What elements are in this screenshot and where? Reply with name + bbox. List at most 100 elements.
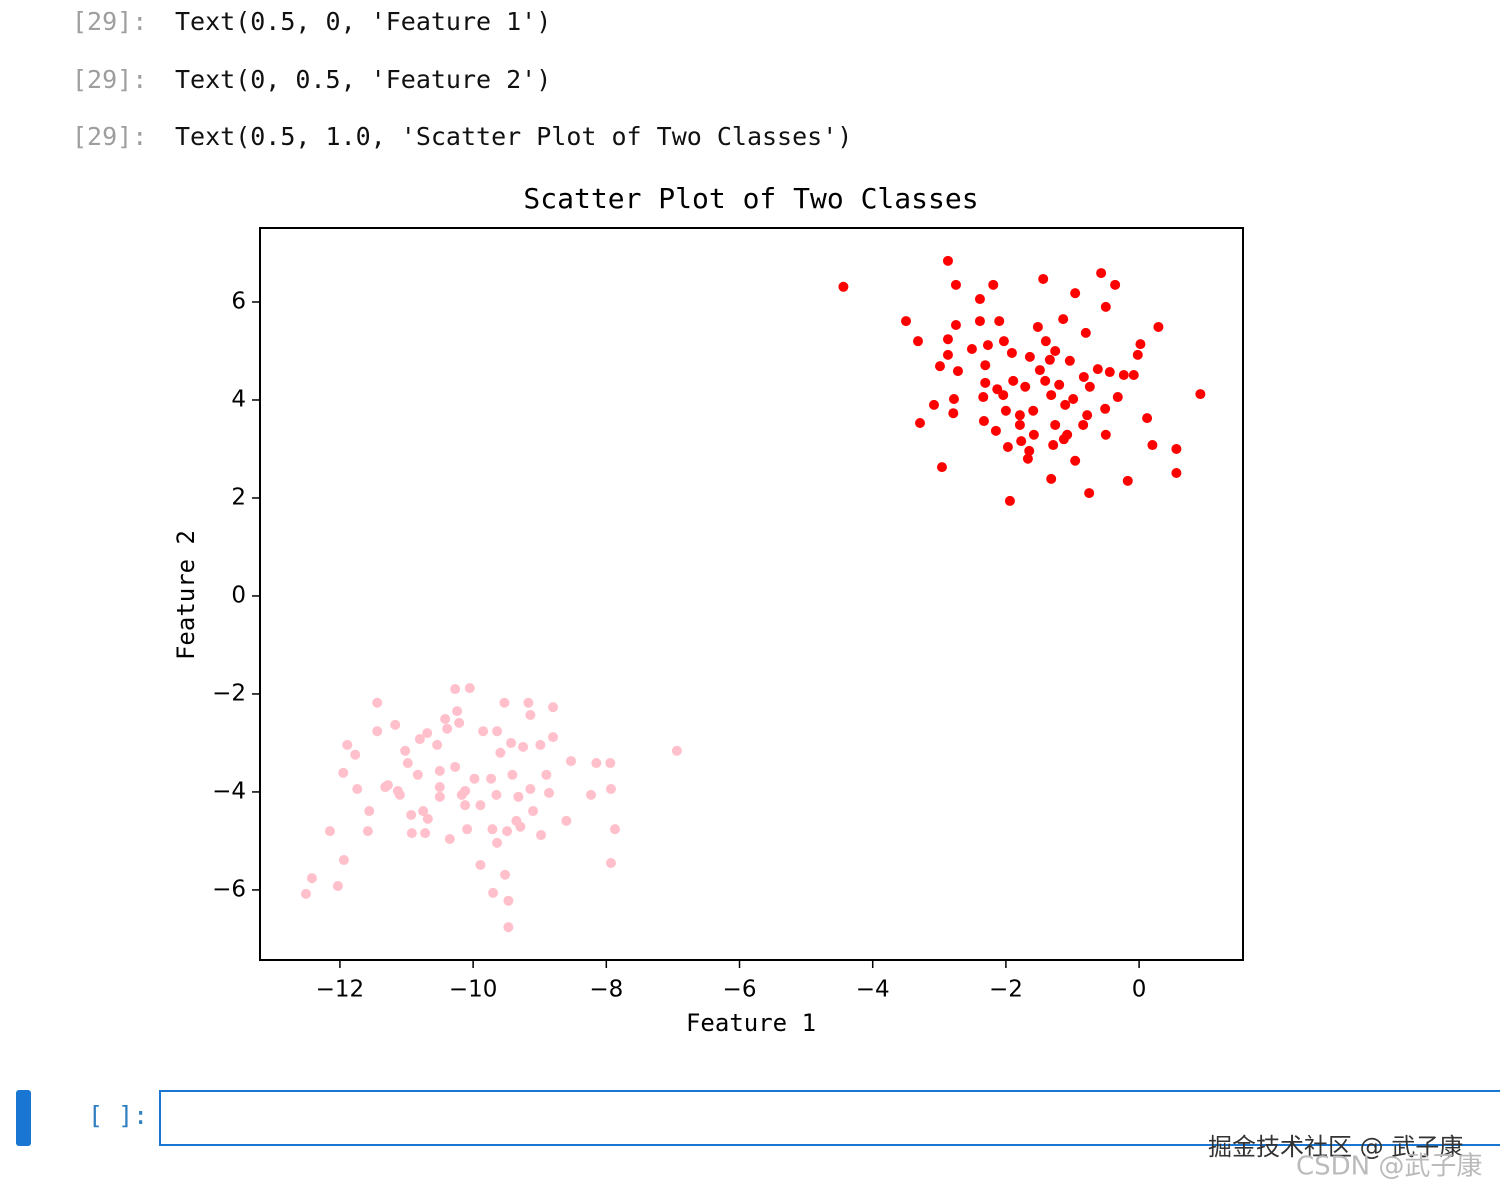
scatter-point xyxy=(469,773,480,784)
scatter-point xyxy=(338,855,349,866)
scatter-point xyxy=(1080,327,1091,338)
scatter-point xyxy=(434,765,445,776)
scatter-point xyxy=(1135,339,1146,350)
scatter-point xyxy=(1054,379,1065,390)
x-tick-label: −8 xyxy=(589,977,623,1003)
scatter-point xyxy=(541,769,552,780)
scatter-point xyxy=(974,316,985,327)
scatter-point xyxy=(352,784,363,795)
scatter-point xyxy=(1048,440,1059,451)
scatter-point xyxy=(492,726,503,737)
scatter-point xyxy=(500,869,511,880)
scatter-point xyxy=(1050,419,1061,430)
scatter-point xyxy=(503,922,514,933)
watermark: CSDN @武子康 xyxy=(1296,1152,1482,1182)
scatter-point xyxy=(948,393,959,404)
scatter-point xyxy=(515,821,526,832)
code-input[interactable] xyxy=(159,1090,1500,1146)
scatter-point xyxy=(980,360,991,371)
scatter-point xyxy=(332,881,343,892)
scatter-point xyxy=(452,706,463,717)
scatter-point xyxy=(1028,429,1039,440)
scatter-point xyxy=(1092,364,1103,375)
scatter-point xyxy=(1068,393,1079,404)
y-axis-label: Feature 2 xyxy=(172,530,200,660)
scatter-point xyxy=(934,361,945,372)
output-text: Text(0.5, 1.0, 'Scatter Plot of Two Clas… xyxy=(175,122,852,151)
scatter-point xyxy=(528,806,539,817)
scatter-point xyxy=(544,787,555,798)
scatter-point xyxy=(338,767,349,778)
scatter-point xyxy=(942,255,953,266)
scatter-point xyxy=(1064,355,1075,366)
y-tick-label: −6 xyxy=(212,876,246,902)
scatter-point xyxy=(1004,495,1015,506)
scatter-point xyxy=(1028,405,1039,416)
scatter-point xyxy=(950,320,961,331)
scatter-point xyxy=(942,334,953,345)
scatter-point xyxy=(1016,436,1027,447)
scatter-point xyxy=(1024,351,1035,362)
scatter-point xyxy=(518,741,529,752)
scatter-point xyxy=(1100,301,1111,312)
scatter-point xyxy=(978,416,989,427)
scatter-point xyxy=(1020,381,1031,392)
output-text: Text(0.5, 0, 'Feature 1') xyxy=(175,7,551,36)
scatter-point xyxy=(406,809,417,820)
scatter-point xyxy=(306,873,317,884)
scatter-point xyxy=(400,745,411,756)
scatter-point xyxy=(901,316,912,327)
scatter-point xyxy=(1008,375,1019,386)
scatter-point xyxy=(1046,473,1057,484)
scatter-point xyxy=(605,758,616,769)
scatter-point xyxy=(1038,273,1049,284)
scatter-point xyxy=(444,833,455,844)
scatter-point xyxy=(1195,389,1206,400)
scatter-point xyxy=(942,349,953,360)
scatter-point xyxy=(1084,381,1095,392)
scatter-point xyxy=(936,462,947,473)
scatter-point xyxy=(966,344,977,355)
x-axis-label: Feature 1 xyxy=(686,1009,816,1037)
x-tick-label: −10 xyxy=(449,977,498,1003)
scatter-point xyxy=(1110,279,1121,290)
scatter-point xyxy=(561,815,572,826)
scatter-point xyxy=(952,366,963,377)
y-tick-label: 0 xyxy=(231,582,246,608)
scatter-point xyxy=(605,784,616,795)
scatter-point xyxy=(1034,365,1045,376)
scatter-point xyxy=(495,747,506,758)
scatter-point xyxy=(300,888,311,899)
scatter-point xyxy=(503,895,514,906)
scatter-point xyxy=(1100,403,1111,414)
scatter-point xyxy=(1022,453,1033,464)
scatter-point xyxy=(1112,392,1123,403)
scatter-point xyxy=(585,789,596,800)
scatter-point xyxy=(420,828,431,839)
scatter-point xyxy=(382,780,393,791)
scatter-point xyxy=(1050,345,1061,356)
scatter-point xyxy=(350,749,361,760)
scatter-point xyxy=(523,697,534,708)
scatter-point xyxy=(450,684,461,695)
scatter-point xyxy=(1046,390,1057,401)
scatter-point xyxy=(492,837,503,848)
scatter-point xyxy=(475,800,486,811)
scatter-point xyxy=(1000,405,1011,416)
y-tick-label: 6 xyxy=(231,288,246,314)
input-prompt: [ ]: xyxy=(88,1101,148,1130)
scatter-point xyxy=(1044,354,1055,365)
scatter-point xyxy=(609,824,620,835)
scatter-point xyxy=(950,279,961,290)
scatter-point xyxy=(507,769,518,780)
scatter-point xyxy=(1070,455,1081,466)
scatter-point xyxy=(566,756,577,767)
scatter-point xyxy=(994,316,1005,327)
scatter-point xyxy=(591,758,602,769)
scatter-point xyxy=(324,826,335,837)
scatter-point xyxy=(1024,445,1035,456)
scatter-point xyxy=(988,279,999,290)
scatter-point xyxy=(1058,314,1069,325)
scatter-point xyxy=(1171,443,1182,454)
scatter-point xyxy=(402,758,413,769)
